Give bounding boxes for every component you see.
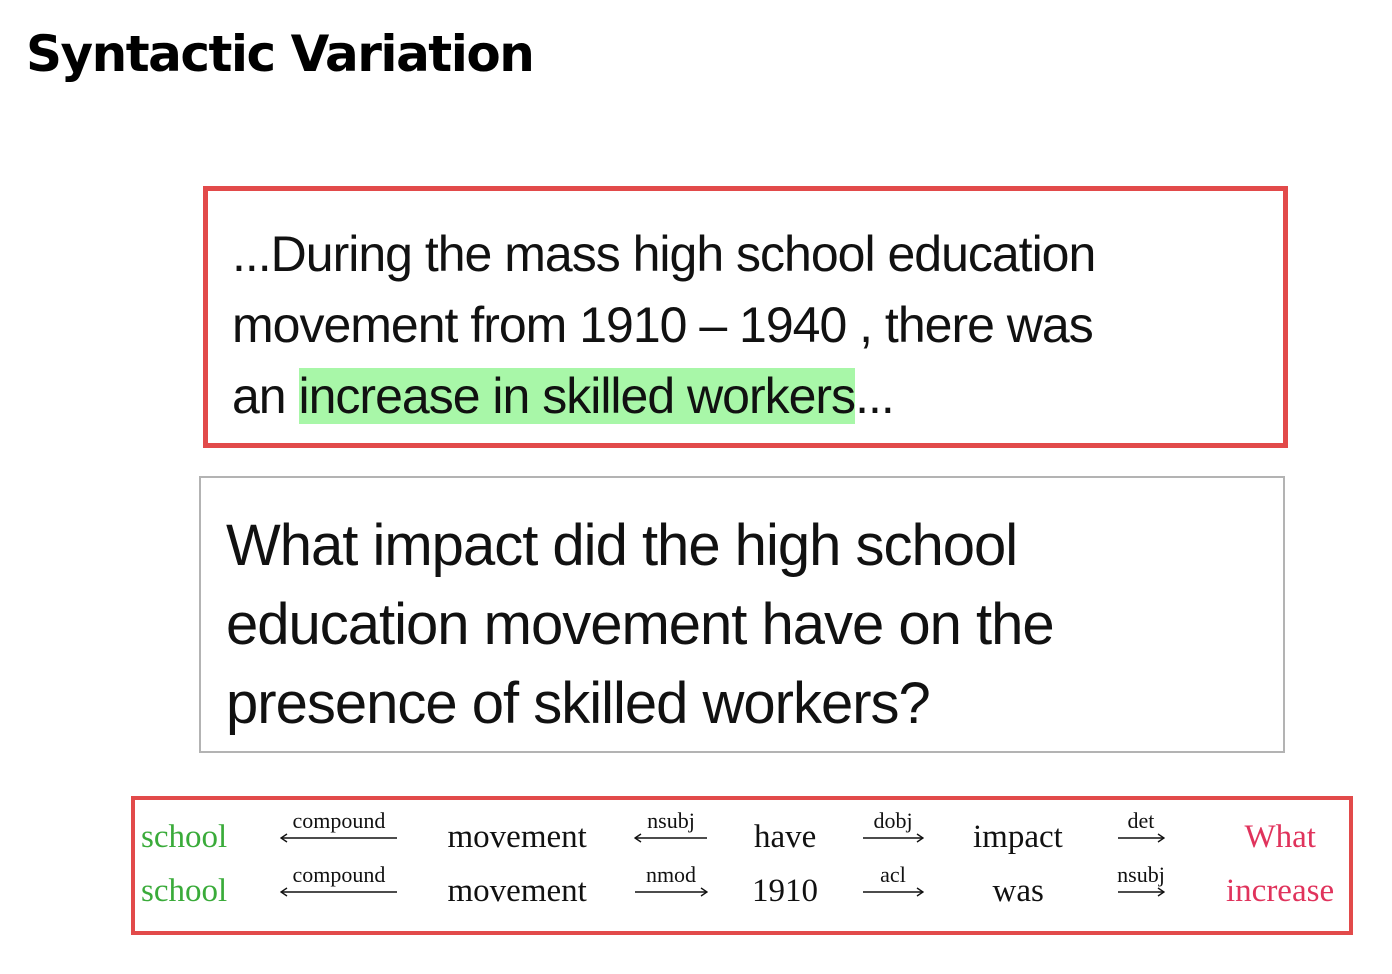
relation-label: nsubj: [647, 808, 695, 833]
passage-line-3-start: an: [232, 368, 299, 424]
passage-line-3: an increase in skilled workers...: [232, 361, 1263, 432]
arrow-right-icon: [863, 833, 924, 843]
dependency-relation: nsubj: [1117, 864, 1165, 897]
dependency-relation: nsubj: [634, 810, 708, 843]
dependency-relation: compound: [280, 864, 398, 897]
dependency-relation: acl: [862, 864, 924, 897]
dependency-relation: nmod: [634, 864, 708, 897]
anchor-word: school: [141, 819, 228, 855]
path-word: was: [992, 873, 1044, 909]
arrow-right-icon: [863, 887, 924, 897]
arrow-right-icon: [635, 887, 708, 897]
answer-word: increase: [1226, 873, 1335, 909]
dependency-relation: dobj: [862, 810, 924, 843]
slide-title: Syntactic Variation: [26, 25, 535, 83]
passage-box: ...During the mass high school education…: [203, 186, 1288, 448]
relation-label: nsubj: [1117, 862, 1165, 887]
arrow-right-icon: [1118, 833, 1165, 843]
passage-line-3-end: ...: [855, 368, 895, 424]
arrow-left-icon: [280, 887, 397, 897]
path-word: movement: [447, 819, 587, 855]
dependency-relation: compound: [280, 810, 398, 843]
relation-label: nmod: [645, 862, 697, 887]
arrow-left-icon: [634, 833, 707, 843]
path-word: movement: [447, 873, 587, 909]
relation-label: compound: [292, 808, 386, 833]
relation-label: compound: [292, 862, 386, 887]
path-word: have: [754, 819, 817, 855]
question-line-3: presence of skilled workers?: [226, 671, 931, 736]
relation-label: dobj: [873, 808, 913, 833]
answer-highlight: increase in skilled workers: [298, 368, 856, 424]
question-line-1: What impact did the high school: [226, 513, 1018, 578]
relation-label: det: [1127, 808, 1155, 833]
anchor-word: school: [141, 873, 228, 909]
dependency-relation: det: [1117, 810, 1165, 843]
question-line-2: education movement have on the: [226, 592, 1055, 657]
dependency-path-box: school movement have impact What compound nsub…: [131, 796, 1353, 935]
arrow-right-icon: [1118, 887, 1165, 897]
passage-line-2: movement from 1910 – 1940 , there was: [232, 297, 1094, 353]
question-box: What impact did the high school educatio…: [199, 476, 1285, 753]
arrow-left-icon: [280, 833, 397, 843]
relation-label: acl: [880, 862, 906, 887]
path-word: 1910: [752, 873, 818, 909]
answer-word: What: [1244, 819, 1316, 855]
path-word: impact: [973, 819, 1063, 855]
passage-line-1: ...During the mass high school education: [232, 226, 1096, 282]
